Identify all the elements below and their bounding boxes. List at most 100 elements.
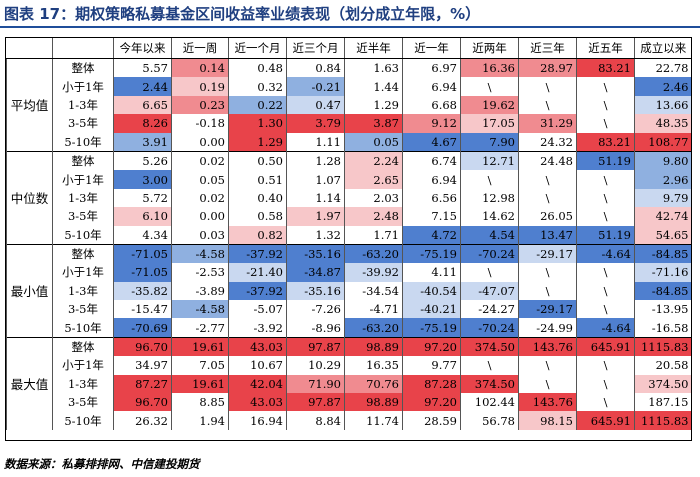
value-cell: 31.29: [518, 114, 577, 133]
value-cell: 98.89: [344, 336, 403, 357]
value-cell: -2.77: [171, 318, 229, 338]
value-cell: 6.68: [402, 95, 461, 115]
table-row: 中位数 整体 5.26 0.02 0.50 1.28 2.24 6.74 12.71 24.48 5…: [6, 150, 691, 245]
value-cell: \: [518, 188, 577, 208]
table-row: 1-3年 -35.82 -3.89 -37.92 -35.16 -34.54 -40.54-…: [7, 281, 691, 301]
value-cell: -8.96: [286, 318, 345, 338]
value-cell: 28.59: [402, 411, 461, 430]
value-cell: \: [518, 281, 577, 301]
value-cell: 16.94: [228, 411, 287, 430]
value-cell: -16.58: [634, 318, 691, 338]
value-cell: 98.15: [518, 411, 577, 430]
value-cell: 0.05: [344, 132, 403, 152]
value-cell: 10.67: [228, 356, 287, 375]
value-cell: 102.44: [460, 393, 519, 412]
value-cell: 9.79: [634, 188, 691, 208]
value-cell: \: [576, 77, 635, 96]
value-cell: -71.05: [113, 263, 172, 282]
value-cell: -70.24: [460, 318, 519, 338]
value-cell: 0.47: [286, 95, 345, 115]
table-row: 最大值 整体 96.70 19.61 43.03 97.87 98.89 97.20 374.5…: [6, 336, 691, 430]
value-cell: 83.21: [576, 58, 635, 78]
value-cell: -13.95: [634, 300, 691, 319]
value-cell: 143.76: [518, 336, 577, 357]
group-label: 最小值: [6, 243, 53, 338]
value-cell: 1115.83: [634, 411, 691, 430]
row-label: 5-10年: [52, 225, 114, 245]
value-cell: 3.79: [286, 114, 345, 133]
value-cell: -34.54: [344, 281, 403, 301]
value-cell: 17.05: [460, 114, 519, 133]
value-cell: 19.61: [171, 374, 229, 394]
source-note: 数据来源：私募排排网、中信建投期货: [4, 457, 200, 471]
value-cell: -3.89: [171, 281, 229, 301]
value-cell: 28.97: [518, 58, 577, 78]
value-cell: 374.50: [460, 336, 519, 357]
row-label: 整体: [52, 150, 114, 171]
value-cell: 1.97: [286, 207, 345, 226]
value-cell: 0.02: [171, 188, 229, 208]
value-cell: -35.82: [113, 281, 172, 301]
value-cell: -4.71: [344, 300, 403, 319]
value-cell: 6.94: [402, 77, 461, 96]
row-label: 5-10年: [52, 318, 114, 338]
value-cell: 51.19: [576, 150, 635, 171]
value-cell: \: [518, 263, 577, 282]
value-cell: 4.34: [113, 225, 172, 245]
value-cell: 97.87: [286, 393, 345, 412]
value-cell: -3.92: [228, 318, 287, 338]
column-header: 近一个月: [228, 38, 287, 59]
column-header: 近三年: [518, 38, 577, 59]
row-label: 小于1年: [52, 263, 114, 282]
value-cell: 1.44: [344, 77, 403, 96]
value-cell: 5.72: [113, 188, 172, 208]
table-row: 3-5年 -15.47 -4.58 -5.07 -7.26 -4.71 -40.21 -24.…: [7, 300, 691, 319]
value-cell: 1.29: [228, 132, 287, 152]
value-cell: 143.76: [518, 393, 577, 412]
value-cell: \: [576, 263, 635, 282]
value-cell: 70.76: [344, 374, 403, 394]
value-cell: 19.62: [460, 95, 519, 115]
value-cell: 0.82: [228, 225, 287, 245]
value-cell: -2.53: [171, 263, 229, 282]
column-header: 近五年: [576, 38, 635, 59]
value-cell: 6.10: [113, 207, 172, 226]
value-cell: 4.72: [402, 225, 461, 245]
table-row: 1-3年 5.72 0.02 0.40 1.14 2.03 6.56 12.98 \ \ 9.79: [7, 188, 691, 208]
row-label: 5-10年: [52, 411, 114, 430]
column-header: 近三个月: [286, 38, 345, 59]
value-cell: 2.46: [634, 77, 691, 96]
value-cell: 2.24: [344, 150, 403, 171]
value-cell: 1.30: [228, 114, 287, 133]
value-cell: \: [576, 374, 635, 394]
value-cell: \: [576, 300, 635, 319]
value-cell: -34.87: [286, 263, 345, 282]
value-cell: 83.21: [576, 132, 635, 152]
value-cell: 1.32: [286, 225, 345, 245]
column-header: 近一周: [171, 38, 229, 59]
value-cell: 0.22: [228, 95, 287, 115]
value-cell: 13.66: [634, 95, 691, 115]
value-cell: 97.87: [286, 336, 345, 357]
table-row: 1-3年 87.27 19.61 42.04 71.90 70.76 87.28 374.50…: [7, 374, 691, 394]
row-label: 1-3年: [52, 95, 114, 115]
value-cell: 8.26: [113, 114, 172, 133]
value-cell: 1.63: [344, 58, 403, 78]
row-label: 整体: [52, 336, 114, 357]
value-cell: -4.64: [576, 243, 635, 264]
value-cell: 6.56: [402, 188, 461, 208]
row-label: 5-10年: [52, 132, 114, 152]
value-cell: 96.70: [113, 336, 172, 357]
value-cell: -29.17: [518, 300, 577, 319]
value-cell: 5.26: [113, 150, 172, 171]
value-cell: \: [576, 170, 635, 189]
value-cell: -40.54: [402, 281, 461, 301]
value-cell: \: [576, 207, 635, 226]
row-label: 3-5年: [52, 300, 114, 319]
value-cell: 1.14: [286, 188, 345, 208]
value-cell: -40.21: [402, 300, 461, 319]
value-cell: -70.24: [460, 243, 519, 264]
value-cell: 2.65: [344, 170, 403, 189]
value-cell: 3.00: [113, 170, 172, 189]
table-row: 5-10年 -70.69 -2.77 -3.92 -8.96 -63.20 -75.19 -7…: [7, 318, 691, 338]
